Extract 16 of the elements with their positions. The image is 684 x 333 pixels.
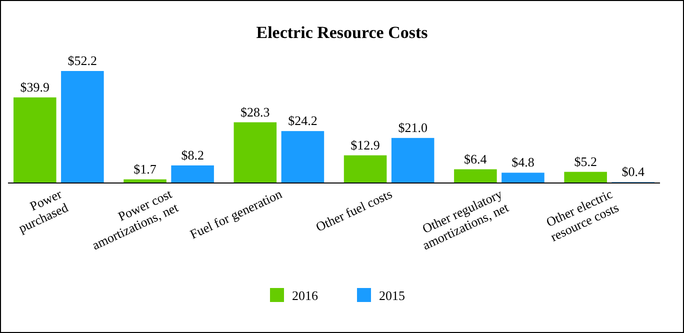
data-label: $21.0 — [398, 120, 428, 135]
data-label: $5.2 — [574, 154, 597, 169]
data-label: $24.2 — [288, 113, 318, 128]
data-label: $39.9 — [20, 79, 50, 94]
x-tick-label: Other fuel costs — [313, 186, 394, 235]
data-label: $4.8 — [512, 154, 534, 170]
data-label: $1.7 — [134, 161, 157, 176]
data-label: $12.9 — [350, 137, 380, 152]
data-label: $8.2 — [181, 147, 204, 162]
legend-label: 2015 — [379, 288, 405, 303]
chart-title: Electric Resource Costs — [256, 23, 428, 42]
data-label: $0.4 — [622, 164, 645, 180]
data-label: $6.4 — [464, 151, 488, 166]
legend-label: 2016 — [292, 288, 318, 303]
data-label: $28.3 — [240, 104, 270, 120]
data-label: $52.2 — [68, 53, 98, 68]
